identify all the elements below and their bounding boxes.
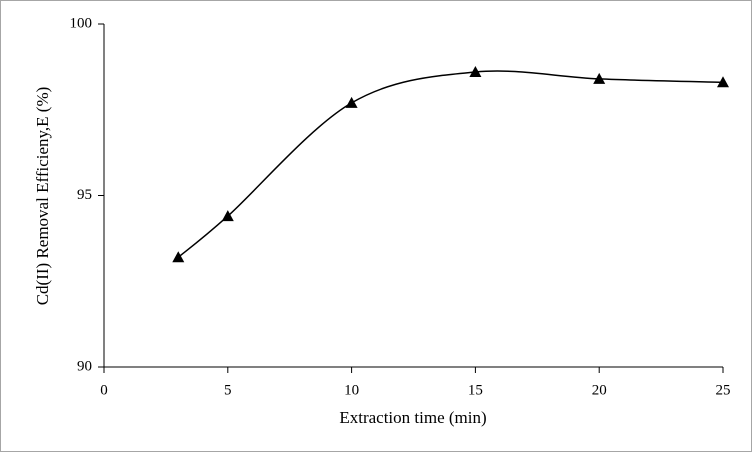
x-tick-label: 15 — [468, 382, 483, 398]
marker — [717, 76, 729, 88]
y-tick-label: 90 — [77, 358, 92, 374]
marker — [172, 251, 185, 263]
x-tick-label: 10 — [344, 382, 359, 398]
x-tick-label: 25 — [716, 382, 731, 398]
y-tick-label: 100 — [70, 15, 93, 31]
y-axis-label: Cd(II) Removal Efficieny,E (%) — [33, 87, 52, 306]
marker — [593, 72, 606, 84]
marker — [469, 66, 482, 78]
x-tick-label: 0 — [100, 382, 108, 398]
marker — [221, 210, 234, 222]
y-tick-label: 95 — [77, 187, 92, 203]
marker — [345, 96, 358, 108]
x-axis-label: Extraction time (min) — [339, 408, 486, 427]
x-tick-label: 5 — [224, 382, 232, 398]
x-tick-label: 20 — [592, 382, 607, 398]
